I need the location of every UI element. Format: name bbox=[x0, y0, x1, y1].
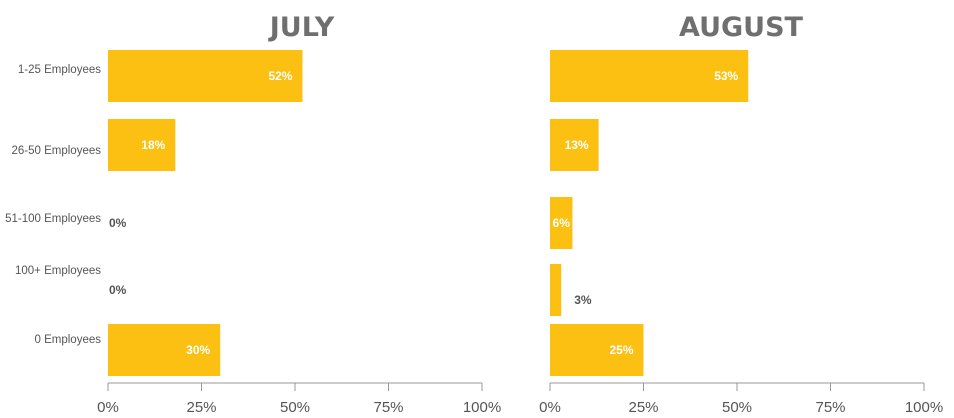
value-label-august-0: 53% bbox=[714, 69, 738, 83]
x-tick-label-august-3: 75% bbox=[815, 399, 845, 416]
value-label-july-1: 18% bbox=[141, 138, 165, 152]
x-tick-label-august-0: 0% bbox=[539, 399, 561, 416]
value-label-july-2: 0% bbox=[109, 216, 127, 230]
value-label-july-0: 52% bbox=[268, 69, 292, 83]
chart-panel-august: AUGUST 53% 13% 6% 3% 25% 0% 25% 50% 75% 100% bbox=[539, 12, 943, 416]
chart-title-july: JULY bbox=[268, 12, 335, 43]
value-label-august-1: 13% bbox=[565, 138, 589, 152]
bar-august-1 bbox=[550, 119, 599, 171]
x-tick-label-august-4: 100% bbox=[905, 399, 943, 416]
category-label-july-1: 26-50 Employees bbox=[12, 145, 102, 157]
value-label-august-3: 3% bbox=[574, 293, 592, 307]
value-label-july-4: 30% bbox=[186, 343, 210, 357]
x-tick-label-august-1: 25% bbox=[628, 399, 658, 416]
bar-july-1 bbox=[108, 119, 176, 171]
category-label-july-4: 0 Employees bbox=[35, 334, 102, 346]
category-label-july-0: 1-25 Employees bbox=[18, 64, 101, 76]
value-label-july-3: 0% bbox=[109, 283, 127, 297]
x-tick-label-july-1: 25% bbox=[186, 399, 216, 416]
value-label-august-4: 25% bbox=[609, 343, 633, 357]
bar-august-4 bbox=[550, 324, 644, 376]
bar-august-3 bbox=[550, 264, 562, 316]
chart-panel-july: JULY 1-25 Employees 26-50 Employees 51-100… bbox=[5, 12, 501, 416]
value-label-august-2: 6% bbox=[553, 216, 571, 230]
x-tick-label-august-2: 50% bbox=[722, 399, 752, 416]
bar-august-2 bbox=[550, 197, 573, 249]
x-tick-label-july-2: 50% bbox=[280, 399, 310, 416]
x-tick-label-july-4: 100% bbox=[463, 399, 501, 416]
category-label-july-2: 51-100 Employees bbox=[5, 213, 101, 225]
category-label-july-3: 100+ Employees bbox=[15, 265, 101, 277]
x-tick-label-july-3: 75% bbox=[373, 399, 403, 416]
bar-august-0 bbox=[550, 50, 749, 102]
bar-july-0 bbox=[108, 50, 303, 102]
x-tick-label-july-0: 0% bbox=[97, 399, 119, 416]
bar-july-4 bbox=[108, 324, 221, 376]
chart-title-august: AUGUST bbox=[679, 12, 804, 43]
